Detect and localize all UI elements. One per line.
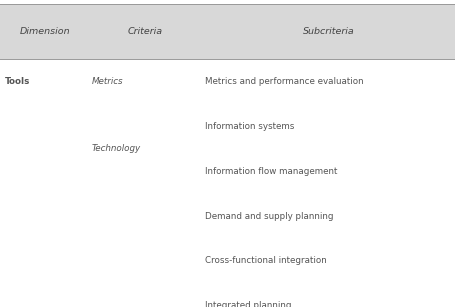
Text: Tools: Tools <box>5 77 30 86</box>
Text: Integrated planning: Integrated planning <box>206 301 292 307</box>
Text: Dimension: Dimension <box>20 27 71 36</box>
Text: Technology: Technology <box>92 145 141 154</box>
Text: Information systems: Information systems <box>206 122 295 131</box>
Text: Subcriteria: Subcriteria <box>303 27 354 36</box>
Text: Metrics and performance evaluation: Metrics and performance evaluation <box>206 77 364 86</box>
Text: Information flow management: Information flow management <box>206 167 338 176</box>
Bar <box>0 4 455 60</box>
Text: Demand and supply planning: Demand and supply planning <box>206 212 334 221</box>
Text: Cross-functional integration: Cross-functional integration <box>206 256 327 265</box>
Text: Metrics: Metrics <box>92 77 123 86</box>
Text: Criteria: Criteria <box>128 27 163 36</box>
